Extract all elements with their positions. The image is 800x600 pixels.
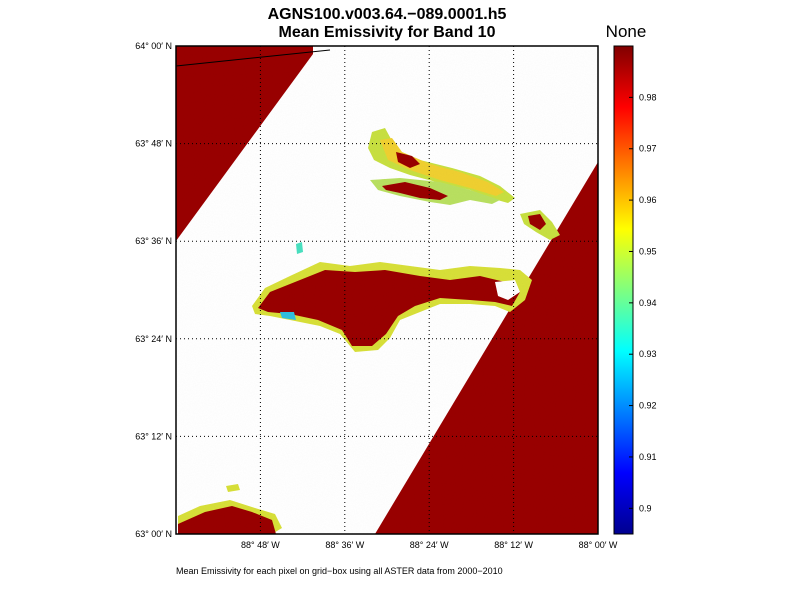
colorbar-gradient: [613, 45, 634, 535]
colorbar: 0.9 0.91 0.92 0.93 0.94 0.95 0.96 0.97 0.98: [613, 45, 657, 535]
lon-tick-label: 88° 36′ W: [325, 540, 364, 550]
chart-title-line-2: Mean Emissivity for Band 10: [278, 24, 496, 41]
chart-footnote: Mean Emissivity for each pixel on grid−b…: [176, 566, 503, 576]
colorbar-title: None: [605, 22, 647, 41]
lat-tick-label: 63° 36′ N: [135, 236, 172, 246]
colorbar-tick-label: 0.94: [639, 298, 657, 308]
colorbar-tick-label: 0.95: [639, 246, 657, 256]
map-frame: [175, 45, 599, 535]
lat-tick-label: 63° 48′ N: [135, 139, 172, 149]
colorbar-tick-label: 0.98: [639, 92, 657, 102]
latitude-tick-labels: 64° 00′ N 63° 48′ N 63° 36′ N 63° 24′ N 63° …: [135, 41, 172, 539]
map-data-layer: [176, 46, 598, 534]
lat-tick-label: 63° 12′ N: [135, 431, 172, 441]
colorbar-tick-label: 0.93: [639, 349, 657, 359]
colorbar-tick-label: 0.91: [639, 452, 657, 462]
boundary-line: [176, 49, 331, 67]
colorbar-tick-label: 0.97: [639, 144, 657, 154]
lon-tick-label: 88° 00′ W: [579, 540, 618, 550]
colorbar-tick-label: 0.92: [639, 401, 657, 411]
colorbar-tick-label: 0.96: [639, 195, 657, 205]
colorbar-tick-label: 0.9: [639, 503, 652, 513]
lon-tick-label: 88° 12′ W: [494, 540, 533, 550]
lon-tick-label: 88° 24′ W: [410, 540, 449, 550]
colorbar-tick-labels: 0.9 0.91 0.92 0.93 0.94 0.95 0.96 0.97 0.98: [629, 92, 657, 513]
lat-tick-label: 63° 24′ N: [135, 334, 172, 344]
chart-title-line-1: AGNS100.v003.64.−089.0001.h5: [267, 6, 507, 23]
lon-tick-label: 88° 48′ W: [241, 540, 280, 550]
longitude-tick-labels: 88° 48′ W 88° 36′ W 88° 24′ W 88° 12′ W 88° …: [241, 540, 618, 550]
lat-tick-label: 64° 00′ N: [135, 41, 172, 51]
lat-tick-label: 63° 00′ N: [135, 529, 172, 539]
speckle-texture: [176, 46, 598, 534]
